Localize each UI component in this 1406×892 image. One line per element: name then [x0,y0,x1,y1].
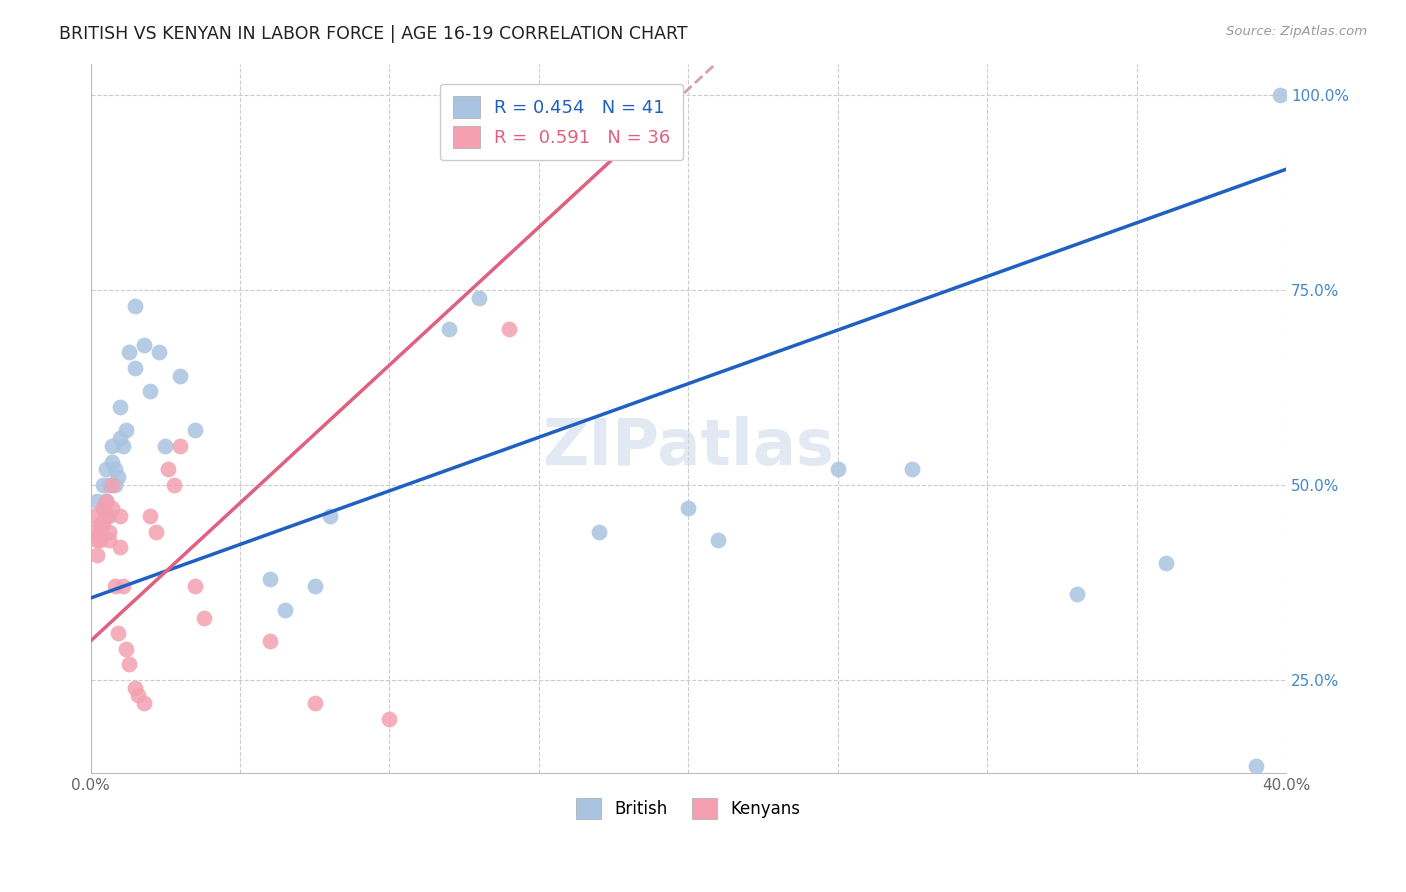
Point [103,462,125,476]
Point [707,533,730,547]
Point [169,368,191,383]
Point [94,493,117,508]
Point [274,603,297,617]
Point [169,439,191,453]
Point [134,696,156,710]
Legend: British, Kenyans: British, Kenyans [569,792,807,825]
Point [468,291,491,305]
Point [89,524,111,539]
Point [127,689,149,703]
Point [193,610,215,624]
Point [184,424,207,438]
Point [827,462,849,476]
Point [439,322,461,336]
Point [124,299,146,313]
Point [97,533,120,547]
Point [91,478,114,492]
Point [110,431,132,445]
Point [139,384,162,399]
Point [1066,587,1088,601]
Point [148,345,170,359]
Point [588,524,610,539]
Point [83,524,105,539]
Point [378,712,401,726]
Point [91,516,114,531]
Point [662,96,685,111]
Point [259,634,281,648]
Point [157,462,180,476]
Point [163,478,186,492]
Point [112,579,135,593]
Point [304,579,326,593]
Point [86,548,108,562]
Point [86,493,108,508]
Point [103,478,125,492]
Point [155,439,177,453]
Point [94,509,117,524]
Point [498,322,520,336]
Point [112,439,135,453]
Point [678,501,700,516]
Point [318,509,340,524]
Point [304,696,326,710]
Point [94,462,117,476]
Point [100,455,122,469]
Point [184,579,207,593]
Point [118,657,141,672]
Point [115,424,138,438]
Text: BRITISH VS KENYAN IN LABOR FORCE | AGE 16-19 CORRELATION CHART: BRITISH VS KENYAN IN LABOR FORCE | AGE 1… [59,25,688,43]
Point [145,524,167,539]
Point [118,345,141,359]
Point [107,626,129,640]
Point [110,541,132,555]
Point [134,337,156,351]
Point [89,516,111,531]
Text: Source: ZipAtlas.com: Source: ZipAtlas.com [1226,25,1367,38]
Point [97,524,120,539]
Point [1268,88,1291,103]
Point [107,470,129,484]
Point [139,509,162,524]
Point [901,462,924,476]
Point [110,509,132,524]
Point [86,533,108,547]
Point [97,509,120,524]
Point [124,681,146,695]
Point [1244,758,1267,772]
Point [115,641,138,656]
Point [110,400,132,414]
Point [91,501,114,516]
Point [103,579,125,593]
Point [1156,556,1178,570]
Point [100,439,122,453]
Point [94,493,117,508]
Point [97,478,120,492]
Point [91,501,114,516]
Point [83,509,105,524]
Text: ZIPatlas: ZIPatlas [543,417,834,478]
Point [259,572,281,586]
Point [100,478,122,492]
Point [89,533,111,547]
Point [124,361,146,376]
Point [100,501,122,516]
